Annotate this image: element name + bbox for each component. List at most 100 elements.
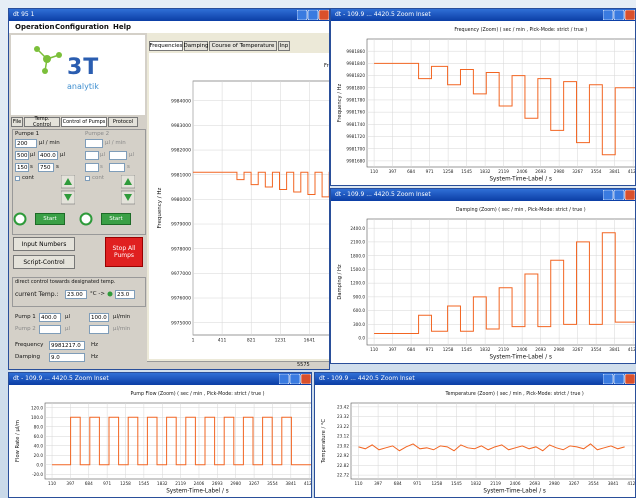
status-text: 5575	[297, 362, 310, 368]
y-tick-label: 9978000	[171, 246, 191, 252]
temp-heading: direct control towards designated temp.	[15, 279, 116, 285]
x-tick-label: 397	[389, 169, 397, 174]
window-button[interactable]	[297, 10, 308, 20]
unit: µl/min	[113, 326, 131, 332]
x-tick-label: 2406	[517, 347, 528, 352]
pump-icon-ring	[79, 212, 93, 226]
input[interactable]: 23.00	[65, 290, 87, 299]
window-button[interactable]	[624, 10, 635, 20]
input[interactable]: 23.0	[115, 290, 135, 299]
window-button[interactable]	[613, 374, 625, 384]
input[interactable]	[85, 151, 99, 160]
y-tick-label: 9981700	[346, 146, 365, 151]
input[interactable]: 150	[15, 163, 29, 172]
window-button[interactable]	[603, 190, 614, 200]
tab[interactable]: Control of Pumps	[61, 117, 107, 127]
chart-title: Pump Flow (Zoom) ( sec / min , Pick-Mode…	[130, 391, 264, 397]
tab[interactable]: Protocol	[108, 117, 138, 127]
menu-item[interactable]: Configuration	[55, 23, 109, 31]
window-button[interactable]	[603, 374, 614, 384]
stop-button[interactable]: Stop All Pumps	[105, 237, 143, 267]
window-button[interactable]	[613, 10, 625, 20]
checkbox[interactable]	[15, 176, 20, 181]
y-tick-label: 9981740	[346, 122, 365, 127]
window-button[interactable]	[300, 374, 311, 384]
window-button[interactable]	[613, 190, 625, 200]
arrow-down	[64, 194, 72, 201]
input[interactable]: 400.0	[39, 313, 61, 322]
x-tick-label: 2406	[517, 169, 528, 174]
input[interactable]	[89, 325, 109, 334]
start-button[interactable]: Start	[35, 213, 65, 225]
chart-tab[interactable]: Inp	[278, 41, 290, 51]
window-button[interactable]	[307, 10, 319, 20]
tab[interactable]: Temp. Control	[24, 116, 60, 128]
window: dt - 109.9 ... 4420.5 Zoom Inset 23.42 23.…	[314, 372, 636, 498]
window-button[interactable]	[624, 374, 635, 384]
y-tick-label: 9981000	[171, 172, 191, 178]
checkbox-label: cont	[92, 175, 105, 181]
tab[interactable]: File	[11, 117, 23, 127]
x-tick-label: 2980	[554, 347, 565, 352]
window-button[interactable]	[603, 10, 614, 20]
x-tick-label: 1545	[461, 347, 472, 352]
y-tick-label: 1200.0	[350, 281, 365, 286]
x-tick-label: 1	[192, 338, 195, 344]
x-tick-label: 1545	[139, 481, 150, 486]
input[interactable]: 100.0	[89, 313, 109, 322]
input[interactable]	[85, 163, 99, 172]
x-tick-label: 971	[413, 481, 421, 486]
window-button[interactable]	[318, 10, 329, 20]
x-tick-label: 2406	[510, 481, 521, 486]
data-line	[374, 62, 635, 156]
y-tick-label: 9982000	[171, 148, 191, 154]
menu-item[interactable]: Help	[113, 23, 132, 31]
input[interactable]	[85, 139, 103, 148]
y-tick-label: 2100.0	[350, 240, 365, 245]
x-tick-label: 397	[66, 481, 74, 486]
x-tick-label: 1258	[432, 481, 443, 486]
input[interactable]	[109, 151, 127, 160]
window-button[interactable]	[289, 374, 301, 384]
input[interactable]: 500	[15, 151, 29, 160]
x-tick-label: 3554	[591, 169, 602, 174]
window-button[interactable]	[624, 190, 635, 200]
button[interactable]: Input Numbers	[13, 237, 75, 251]
x-tick-label: 684	[85, 481, 93, 486]
y-tick-label: 9981840	[346, 61, 365, 66]
chart-tab[interactable]: Damping	[183, 41, 209, 51]
y-tick-label: 23.42	[337, 404, 349, 409]
x-tick-label: 1832	[157, 481, 168, 486]
input[interactable]: 400.0	[38, 151, 58, 160]
plot-area	[366, 38, 635, 168]
input[interactable]	[39, 325, 61, 334]
unit: °C ->	[90, 291, 105, 297]
start-button[interactable]: Start	[101, 213, 131, 225]
readout-label: Frequency	[15, 342, 44, 348]
x-tick-label: 110	[48, 481, 56, 486]
y-tick-label: 9981860	[346, 49, 365, 54]
logo-area	[11, 35, 145, 115]
y-tick-label: 120.0	[31, 405, 43, 410]
pump-label: Pumpe 2	[85, 131, 110, 137]
x-tick-label: 3554	[588, 481, 599, 486]
input[interactable]	[109, 163, 125, 172]
button[interactable]: Script-Control	[13, 255, 75, 269]
x-tick-label: 1832	[480, 169, 491, 174]
pump-icon-ring	[13, 212, 27, 226]
window: dt - 109.9 ... 4420.5 Zoom Inset 120.0 100…	[8, 372, 312, 498]
input[interactable]: 200	[15, 139, 37, 148]
input[interactable]: 750	[38, 163, 54, 172]
chart-tab[interactable]: Frequencies	[149, 41, 183, 51]
y-tick-label: 22.92	[337, 453, 349, 458]
menu-item[interactable]: Operation	[15, 23, 55, 31]
chart-tab[interactable]: Course of Temperature	[209, 41, 277, 51]
x-tick-label: 1545	[461, 169, 472, 174]
y-tick-label: 23.32	[337, 414, 349, 419]
x-axis-label: System-Time-Label / s	[489, 176, 552, 182]
unit: Hz	[91, 342, 99, 348]
zoom-chart: 2400.0 2100.0 1800.0 1500.0 1200.0 900.0 600.0…	[331, 201, 635, 363]
unit: Hz	[91, 354, 99, 360]
checkbox[interactable]	[85, 176, 90, 181]
window-button[interactable]	[279, 374, 290, 384]
